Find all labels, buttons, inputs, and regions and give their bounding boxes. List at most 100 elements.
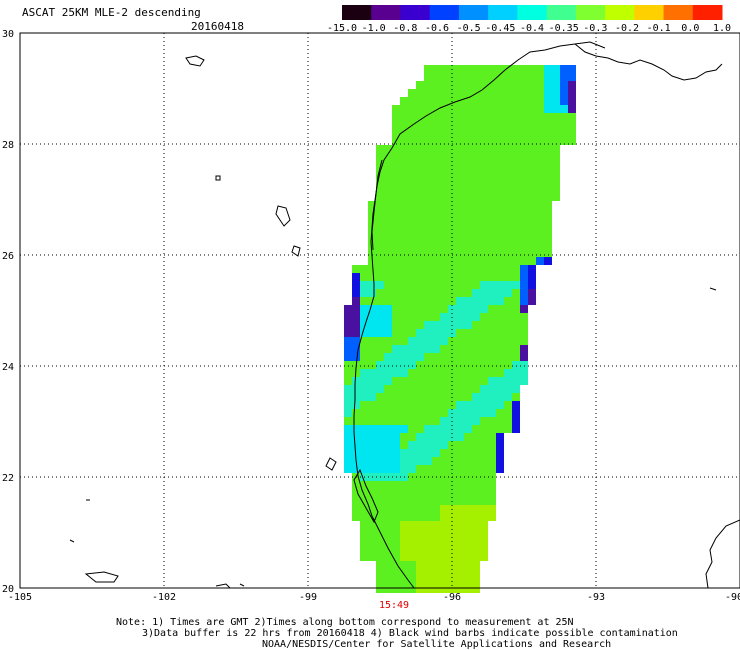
swath-cell bbox=[512, 393, 520, 401]
swath-cell bbox=[512, 361, 520, 369]
swath-cell bbox=[512, 281, 520, 289]
swath-cell bbox=[488, 369, 496, 377]
swath-cell bbox=[440, 233, 448, 241]
swath-cell bbox=[512, 137, 520, 145]
swath-cell bbox=[456, 185, 464, 193]
swath-cell bbox=[472, 273, 480, 281]
swath-cell bbox=[520, 345, 528, 353]
swath-cell bbox=[520, 329, 528, 337]
swath-cell bbox=[472, 137, 480, 145]
swath-cell bbox=[416, 105, 424, 113]
swath-cell bbox=[384, 225, 392, 233]
swath-cell bbox=[440, 89, 448, 97]
swath-cell bbox=[504, 401, 512, 409]
swath-cell bbox=[544, 105, 552, 113]
swath-cell bbox=[376, 233, 384, 241]
swath-cell bbox=[544, 241, 552, 249]
swath-cell bbox=[392, 145, 400, 153]
swath-cell bbox=[408, 233, 416, 241]
swath-cell bbox=[456, 65, 464, 73]
swath-cell bbox=[488, 121, 496, 129]
swath-cell bbox=[504, 89, 512, 97]
swath-cell bbox=[424, 137, 432, 145]
swath-cell bbox=[432, 129, 440, 137]
swath-cell bbox=[392, 417, 400, 425]
colorbar-segment bbox=[342, 5, 372, 20]
swath-cell bbox=[352, 441, 360, 449]
swath-cell bbox=[400, 369, 408, 377]
swath-cell bbox=[424, 401, 432, 409]
swath-cell bbox=[552, 113, 560, 121]
swath-cell bbox=[488, 289, 496, 297]
swath-cell bbox=[488, 441, 496, 449]
swath-cell bbox=[560, 89, 568, 97]
swath-cell bbox=[480, 409, 488, 417]
swath-cell bbox=[472, 193, 480, 201]
swath-cell bbox=[480, 81, 488, 89]
swath-cell bbox=[432, 241, 440, 249]
swath-cell bbox=[472, 465, 480, 473]
swath-cell bbox=[480, 121, 488, 129]
swath-cell bbox=[376, 257, 384, 265]
swath-cell bbox=[408, 217, 416, 225]
swath-cell bbox=[408, 537, 416, 545]
swath-cell bbox=[432, 497, 440, 505]
swath-cell bbox=[432, 425, 440, 433]
swath-cell bbox=[384, 145, 392, 153]
swath-cell bbox=[480, 297, 488, 305]
swath-cell bbox=[512, 313, 520, 321]
swath-cell bbox=[440, 201, 448, 209]
swath-cell bbox=[416, 321, 424, 329]
swath-cell bbox=[528, 73, 536, 81]
swath-cell bbox=[464, 393, 472, 401]
colorbar-tick-label: -0.4 bbox=[520, 23, 544, 34]
swath-cell bbox=[496, 105, 504, 113]
swath-cell bbox=[504, 201, 512, 209]
swath-cell bbox=[360, 529, 368, 537]
swath-cell bbox=[424, 569, 432, 577]
swath-cell bbox=[504, 329, 512, 337]
swath-cell bbox=[512, 177, 520, 185]
swath-cell bbox=[400, 465, 408, 473]
swath-cell bbox=[408, 497, 416, 505]
swath-cell bbox=[528, 137, 536, 145]
swath-cell bbox=[480, 337, 488, 345]
swath-cell bbox=[464, 113, 472, 121]
swath-cell bbox=[440, 65, 448, 73]
swath-cell bbox=[488, 273, 496, 281]
swath-cell bbox=[416, 305, 424, 313]
swath-cell bbox=[368, 209, 376, 217]
swath-cell bbox=[432, 569, 440, 577]
swath-cell bbox=[440, 217, 448, 225]
swath-cell bbox=[376, 513, 384, 521]
swath-cell bbox=[488, 353, 496, 361]
swath-cell bbox=[440, 385, 448, 393]
swath-cell bbox=[496, 89, 504, 97]
swath-cell bbox=[512, 305, 520, 313]
swath-cell bbox=[424, 521, 432, 529]
swath-cell bbox=[472, 313, 480, 321]
swath-cell bbox=[368, 289, 376, 297]
colorbar-segment bbox=[400, 5, 431, 20]
swath-cell bbox=[552, 89, 560, 97]
swath-cell bbox=[544, 137, 552, 145]
swath-cell bbox=[376, 377, 384, 385]
swath-cell bbox=[432, 89, 440, 97]
swath-cell bbox=[480, 513, 488, 521]
swath-cell bbox=[480, 177, 488, 185]
swath-cell bbox=[496, 273, 504, 281]
swath-cell bbox=[496, 441, 504, 449]
swath-cell bbox=[440, 449, 448, 457]
swath-cell bbox=[400, 457, 408, 465]
swath-cell bbox=[480, 73, 488, 81]
swath-cell bbox=[472, 265, 480, 273]
swath-cell bbox=[472, 177, 480, 185]
swath-data bbox=[344, 65, 576, 593]
swath-cell bbox=[416, 337, 424, 345]
swath-cell bbox=[408, 145, 416, 153]
swath-cell bbox=[560, 105, 568, 113]
swath-cell bbox=[464, 145, 472, 153]
swath-cell bbox=[392, 409, 400, 417]
swath-cell bbox=[504, 233, 512, 241]
swath-cell bbox=[440, 105, 448, 113]
